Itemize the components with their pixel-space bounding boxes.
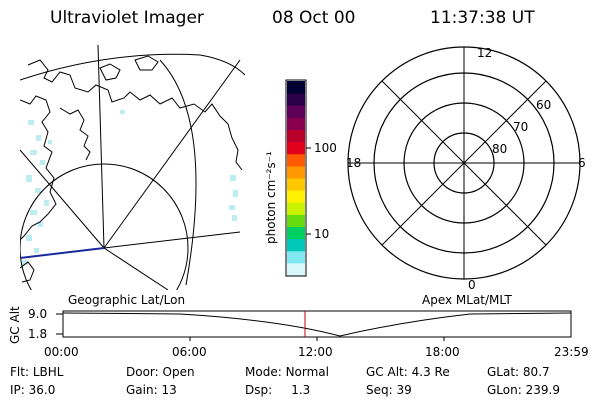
colorbar-band bbox=[287, 93, 305, 106]
colorbar-band bbox=[287, 105, 305, 118]
colorbar-tick-100: 100 bbox=[314, 141, 337, 155]
mlt-label-18: 18 bbox=[346, 156, 362, 170]
polar-mlt-plot bbox=[347, 46, 581, 280]
apex-panel-label: Apex MLat/MLT bbox=[422, 293, 512, 307]
colorbar-tick-10: 10 bbox=[314, 227, 330, 241]
info-gain: Gain: 13 bbox=[126, 383, 177, 397]
colorbar-band bbox=[287, 129, 305, 143]
colorbar-band bbox=[287, 262, 305, 276]
mlat-label-70: 70 bbox=[513, 120, 529, 134]
colorbar-band bbox=[287, 226, 305, 240]
timeline-x-tick: 00:00 bbox=[44, 345, 79, 359]
timeline-plot bbox=[56, 310, 572, 341]
meridian-line bbox=[103, 59, 241, 249]
timeline-x-tick: 23:59 bbox=[554, 345, 589, 359]
mlat-label-60: 60 bbox=[536, 98, 552, 112]
timeline-y-tick-top: 9.0 bbox=[28, 307, 48, 321]
color-scale-bar bbox=[285, 79, 311, 277]
info-gc-alt: GC Alt: 4.3 Re bbox=[366, 365, 450, 379]
coastline-outline bbox=[20, 55, 243, 283]
colorbar-band bbox=[287, 238, 305, 252]
colorbar-band bbox=[287, 117, 305, 131]
meridian-line bbox=[103, 231, 241, 249]
mlat-label-80: 80 bbox=[492, 142, 508, 156]
timeline-x-tick: 18:00 bbox=[425, 345, 460, 359]
timeline-x-tick: 06:00 bbox=[172, 345, 207, 359]
info-glat: GLat: 80.7 bbox=[487, 365, 550, 379]
info-ip: IP: 36.0 bbox=[10, 383, 56, 397]
timeline-y-label: GC Alt bbox=[8, 306, 22, 344]
colorbar-band bbox=[287, 141, 305, 155]
info-dsp: Dsp: 1.3 bbox=[245, 383, 311, 397]
timeline-y-tick-bottom: 1.8 bbox=[28, 327, 48, 341]
colorbar-band bbox=[287, 81, 305, 94]
colorbar-band bbox=[287, 190, 305, 203]
mlt-label-12: 12 bbox=[477, 46, 493, 60]
info-glon: GLon: 239.9 bbox=[487, 383, 560, 397]
observation-time: 11:37:38 UT bbox=[430, 8, 535, 28]
info-door: Door: Open bbox=[126, 365, 195, 379]
colorbar-band bbox=[287, 153, 305, 167]
colorbar-band bbox=[287, 250, 305, 264]
colorbar-band bbox=[287, 202, 305, 215]
meridian-line bbox=[20, 149, 105, 249]
observation-date: 08 Oct 00 bbox=[272, 8, 356, 28]
info-seq: Seq: 39 bbox=[366, 383, 412, 397]
colorbar-band bbox=[287, 165, 305, 179]
info-mode: Mode: Normal bbox=[245, 365, 329, 379]
instrument-title: Ultraviolet Imager bbox=[50, 8, 204, 28]
colorbar-unit-label: photon cm⁻²s⁻¹ bbox=[264, 151, 278, 244]
mlt-label-0: 0 bbox=[468, 278, 476, 292]
meridian-line bbox=[103, 247, 169, 290]
latitude-circle bbox=[20, 163, 189, 290]
latitude-arc-outer bbox=[20, 53, 245, 81]
altitude-curve bbox=[62, 312, 572, 337]
colorbar-band bbox=[287, 178, 305, 191]
meridian-line bbox=[97, 45, 105, 249]
timeline-x-tick: 12:00 bbox=[298, 345, 333, 359]
info-filter: Flt: LBHL bbox=[10, 365, 64, 379]
latitude-arc-right bbox=[159, 59, 197, 286]
colorbar-band bbox=[287, 214, 305, 228]
mlt-label-6: 6 bbox=[578, 156, 586, 170]
geographic-panel-label: Geographic Lat/Lon bbox=[68, 293, 186, 307]
geographic-map bbox=[20, 45, 245, 290]
aurora-speckle bbox=[22, 110, 238, 265]
terminator-line bbox=[20, 247, 105, 259]
